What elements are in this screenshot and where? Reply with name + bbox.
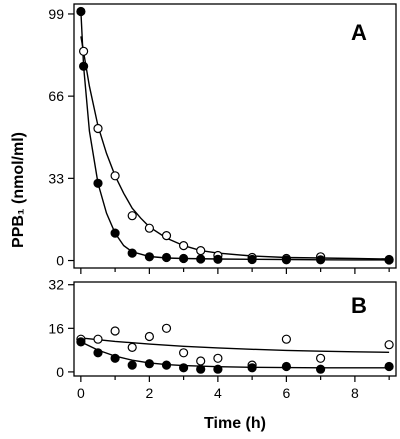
panel-a-filled-point <box>144 252 154 262</box>
panel-b-frame <box>73 281 397 377</box>
panel-b-y-tick-label: 32 <box>48 277 64 293</box>
panel-b-filled-point <box>384 361 394 372</box>
panel-a-filled-point <box>161 252 172 263</box>
panel-b-filled-point <box>179 363 189 373</box>
panel-a-filled-point <box>281 255 291 265</box>
panel-b-filled-point <box>93 348 103 358</box>
panel-a-filled-fit-line <box>80 11 390 261</box>
panel-a-y-tick-label: 33 <box>48 170 64 186</box>
x-tick-label: 4 <box>214 385 222 401</box>
panel-b-filled-point <box>196 364 206 374</box>
panel-a: 0 33 66 99 <box>48 6 394 274</box>
panel-a-filled-point <box>213 254 223 264</box>
panel-a-frame <box>73 3 397 269</box>
panel-a-filled-point <box>127 248 137 258</box>
panel-b-label: B <box>351 293 367 318</box>
panel-a-open-point <box>144 223 154 233</box>
panel-b-open-point <box>144 331 154 342</box>
panel-b-filled-point <box>110 353 120 363</box>
panel-a-filled-point <box>247 254 257 265</box>
panel-a-label: A <box>351 20 367 45</box>
x-tick-label: 6 <box>282 385 290 401</box>
panel-b-filled-point <box>127 360 137 370</box>
panel-a-open-point <box>179 241 189 251</box>
panel-b-open-fit-line <box>80 337 390 353</box>
panel-b-filled-point <box>76 337 86 347</box>
panel-b-open-point <box>161 323 172 333</box>
panel-a-open-point <box>78 46 89 56</box>
panel-b-y-tick-label: 0 <box>56 364 64 380</box>
panel-a-filled-point <box>179 253 189 264</box>
panel-a-open-point <box>161 231 172 241</box>
y-axis-title: PPB₁ (nmol/ml) <box>10 132 27 248</box>
panel-a-filled-point <box>76 6 86 17</box>
panel-b-open-point <box>127 342 137 352</box>
panel-a-filled-point <box>93 178 103 188</box>
panel-b-filled-point <box>316 364 326 374</box>
panel-b-open-point <box>93 334 103 344</box>
panel-a-open-point <box>110 171 120 181</box>
panel-a-open-point <box>127 211 137 221</box>
panel-b-filled-fit-line <box>80 341 390 369</box>
panel-a-y-tick-label: 99 <box>48 6 64 22</box>
panel-a-y-tick-label: 66 <box>48 88 64 104</box>
panel-b-open-point <box>281 334 291 344</box>
panel-a-open-fit-line <box>80 36 390 260</box>
panel-b-filled-point <box>144 359 154 369</box>
panel-a-filled-point <box>78 61 89 71</box>
panel-b-open-point <box>384 340 394 350</box>
panel-b-filled-point <box>247 363 257 373</box>
x-tick-label: 2 <box>145 385 153 401</box>
x-tick-label: 8 <box>351 385 359 401</box>
panel-b-filled-point <box>213 364 223 374</box>
panel-a-open-point <box>93 123 103 134</box>
panel-b-y-tick-label: 16 <box>48 320 64 336</box>
panel-a-filled-point <box>384 255 394 265</box>
panel-a-open-point <box>196 246 206 256</box>
panel-b-open-point <box>196 356 206 366</box>
panel-a-filled-point <box>316 255 326 265</box>
panel-b-filled-point <box>161 360 172 370</box>
panel-b-open-point <box>213 353 223 363</box>
panel-a-filled-point <box>110 228 120 238</box>
panel-b-filled-point <box>281 361 291 372</box>
x-axis-title: Time (h) <box>204 415 266 432</box>
panel-b-open-point <box>110 326 120 336</box>
x-tick-label: 0 <box>77 385 85 401</box>
panel-b: 0 16 32 0 2 4 6 8 <box>48 277 394 401</box>
panel-b-open-point <box>179 348 189 358</box>
panel-b-open-point <box>316 353 326 363</box>
panel-a-y-tick-label: 0 <box>56 253 64 269</box>
panel-a-filled-point <box>196 254 206 264</box>
